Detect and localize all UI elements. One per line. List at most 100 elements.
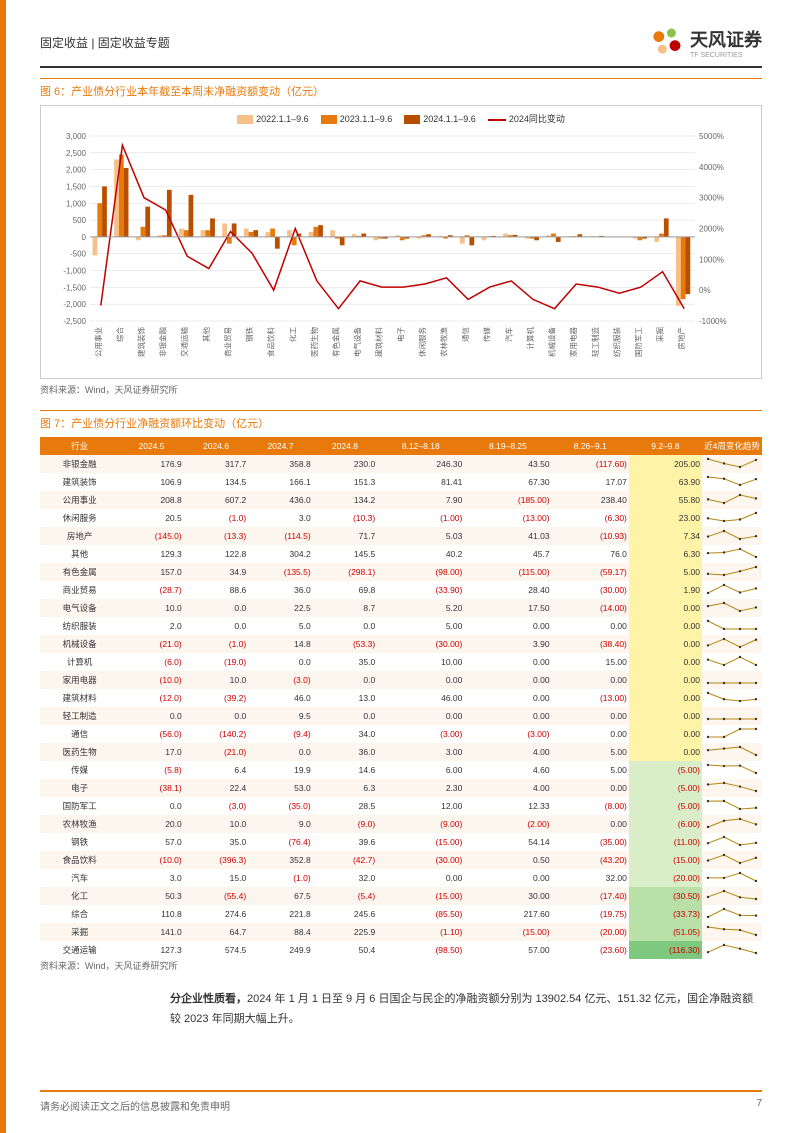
cell: 32.0 [313,869,377,887]
cell: 53.0 [248,779,312,797]
cell: 17.50 [464,599,551,617]
cell: (114.5) [248,527,312,545]
cell: 9.5 [248,707,312,725]
sparkline-cell: "> [702,671,762,689]
cell: (30.00) [377,851,464,869]
sparkline-cell: "> [702,563,762,581]
table-row: 传媒(5.8)6.419.914.66.004.605.00(5.00)"> [40,761,762,779]
cell: (33.90) [377,581,464,599]
breadcrumb: 固定收益 | 固定收益专题 [40,34,170,51]
cell: 217.60 [464,905,551,923]
cell: (9.00) [377,815,464,833]
cell: 134.5 [184,473,248,491]
cell: (38.40) [552,635,629,653]
cell: 88.6 [184,581,248,599]
sparkline-cell: "> [702,707,762,725]
sparkline-cell: "> [702,779,762,797]
cell: 10.00 [377,653,464,671]
cell: 230.0 [313,455,377,473]
cell: (298.1) [313,563,377,581]
svg-text:汽车: 汽车 [503,327,513,342]
cell: 5.0 [248,617,312,635]
cell: 房地产 [40,527,119,545]
fig7-source: 资料来源：Wind，天风证券研究所 [40,959,762,972]
table-row: 公用事业208.8607.2436.0134.27.90(185.00)238.… [40,491,762,509]
cell: (5.00) [629,779,702,797]
table-row: 采掘141.064.788.4225.9(1.10)(15.00)(20.00)… [40,923,762,941]
cell: 43.50 [464,455,551,473]
col-header: 2024.5 [119,437,183,455]
legend-item: 2024同比变动 [488,112,565,125]
cell: (5.00) [629,761,702,779]
svg-text:0: 0 [82,233,87,242]
cell: (12.0) [119,689,183,707]
logo-text-wrap: 天风证券 TF SECURITIES [690,26,762,59]
cell: 0.00 [552,725,629,743]
cell: 221.8 [248,905,312,923]
cell: (5.4) [313,887,377,905]
legend-label: 2024.1.1–9.6 [423,114,476,124]
cell: 40.2 [377,545,464,563]
svg-text:传媒: 传媒 [482,327,492,342]
cell: (2.00) [464,815,551,833]
cell: (53.3) [313,635,377,653]
cell: (15.00) [377,833,464,851]
cell: (396.3) [184,851,248,869]
cell: 166.1 [248,473,312,491]
cell: 17.0 [119,743,183,761]
cell: 有色金属 [40,563,119,581]
cell: (20.00) [629,869,702,887]
cell: 食品饮料 [40,851,119,869]
svg-text:有色金属: 有色金属 [330,327,340,357]
legend-box [404,115,420,124]
cell: 0.00 [552,815,629,833]
table-row: 食品饮料(10.0)(396.3)352.8(42.7)(30.00)0.50(… [40,851,762,869]
cell: 106.9 [119,473,183,491]
cell: 81.41 [377,473,464,491]
cell: 汽车 [40,869,119,887]
cell: 综合 [40,905,119,923]
svg-text:计算机: 计算机 [525,327,535,350]
cell: 5.20 [377,599,464,617]
cell: 0.00 [629,689,702,707]
table-row: 房地产(145.0)(13.3)(114.5)71.75.0341.03(10.… [40,527,762,545]
cell: (30.50) [629,887,702,905]
table-row: 交通运输127.3574.5249.950.4(98.50)57.00(23.6… [40,941,762,959]
cell: 15.00 [552,653,629,671]
svg-text:家用电器: 家用电器 [568,327,578,357]
cell: 交通运输 [40,941,119,959]
table-row: 电子(38.1)22.453.06.32.304.000.00(5.00)"> [40,779,762,797]
cell: (13.00) [552,689,629,707]
svg-text:1,500: 1,500 [66,182,87,191]
svg-text:建筑装饰: 建筑装饰 [136,327,146,357]
sparkline-cell: "> [702,545,762,563]
cell: 55.80 [629,491,702,509]
cell: (42.7) [313,851,377,869]
svg-text:3,000: 3,000 [66,132,87,141]
svg-text:-2,500: -2,500 [63,317,86,326]
cell: 54.14 [464,833,551,851]
cell: 6.00 [377,761,464,779]
body-text: 2024 年 1 月 1 日至 9 月 6 日国企与民企的净融资额分别为 139… [170,993,753,1025]
cell: 274.6 [184,905,248,923]
cell: (11.00) [629,833,702,851]
sparkline-cell: "> [702,761,762,779]
cell: 3.0 [119,869,183,887]
cell: 20.0 [119,815,183,833]
table-row: 其他129.3122.8304.2145.540.245.776.06.30"> [40,545,762,563]
table-row: 机械设备(21.0)(1.0)14.8(53.3)(30.00)3.90(38.… [40,635,762,653]
sparkline-cell: "> [702,455,762,473]
sparkline-cell: "> [702,599,762,617]
cell: (3.0) [184,797,248,815]
cell: (185.00) [464,491,551,509]
sparkline-cell: "> [702,905,762,923]
cell: 电气设备 [40,599,119,617]
cell: 67.30 [464,473,551,491]
cell: 公用事业 [40,491,119,509]
cell: (145.0) [119,527,183,545]
svg-text:-500: -500 [70,250,87,259]
cell: 0.00 [464,689,551,707]
col-header: 8.12–8.18 [377,437,464,455]
cell: (43.20) [552,851,629,869]
svg-text:纺织服装: 纺织服装 [611,327,621,357]
